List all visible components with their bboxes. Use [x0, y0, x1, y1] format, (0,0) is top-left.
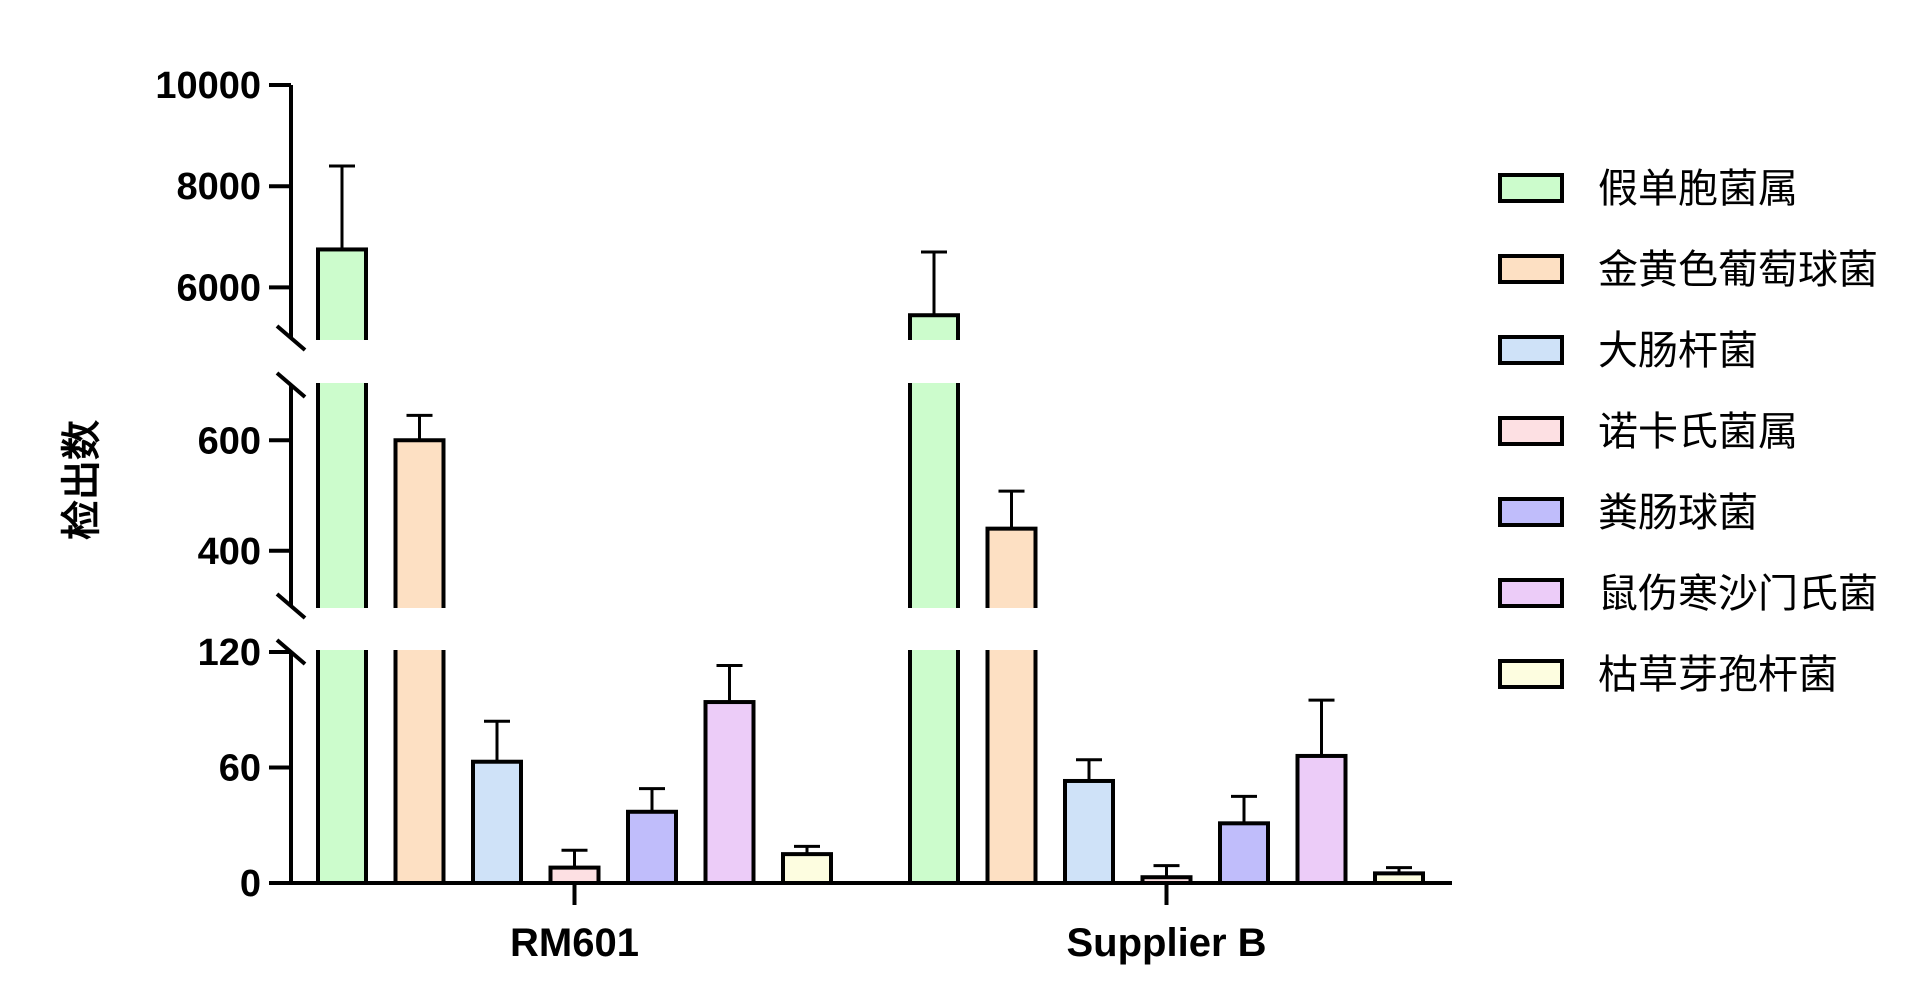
legend-label: 诺卡氏菌属: [1598, 410, 1798, 454]
bar: [548, 865, 601, 885]
legend-swatch: [1498, 416, 1564, 446]
y-tick-label: 120: [198, 632, 261, 674]
y-tick-label: 10000: [155, 65, 261, 107]
y-tick-label: 400: [198, 531, 261, 573]
y-tick-label: 6000: [176, 267, 261, 309]
x-axis: RM601 Supplier B: [289, 881, 1452, 965]
x-tick-label: RM601: [510, 921, 639, 965]
bar: [908, 313, 960, 886]
y-axis: 0 60 120 400 600 6000 8000 10000: [155, 65, 307, 905]
bar: [1218, 821, 1270, 886]
legend-label: 金黄色葡萄球菌: [1598, 248, 1878, 292]
y-axis-label: 检出数: [60, 420, 104, 540]
y-tick-label: 8000: [176, 166, 261, 208]
x-tick-label: Supplier B: [1066, 921, 1266, 965]
bar: [781, 852, 833, 885]
legend-label: 大肠杆菌: [1598, 329, 1758, 373]
legend-label: 枯草芽孢杆菌: [1598, 653, 1838, 697]
axis-break-gap: [240, 608, 1460, 650]
legend-swatch: [1498, 578, 1564, 608]
axis-break-mark: [275, 371, 307, 399]
bar: [1063, 778, 1115, 885]
bar: [703, 700, 756, 885]
axis-break-gap: [240, 340, 1460, 383]
bar: [393, 438, 446, 885]
bar: [626, 809, 678, 886]
legend-swatch: [1498, 659, 1564, 689]
bar: [471, 759, 523, 885]
axis-break-mark: [275, 324, 307, 352]
legend-swatch: [1498, 335, 1564, 365]
legend-swatch: [1498, 254, 1564, 284]
legend-label: 粪肠球菌: [1598, 491, 1758, 535]
y-tick-label: 600: [198, 420, 261, 462]
legend-label: 假单胞菌属: [1598, 167, 1798, 211]
legend-label: 鼠伤寒沙门氏菌: [1598, 572, 1878, 616]
bar: [1295, 753, 1348, 886]
bars-layer: [240, 164, 1460, 886]
y-tick-label: 60: [219, 748, 261, 790]
bar: [985, 526, 1038, 886]
y-tick-label: 0: [240, 863, 261, 905]
legend-swatch: [1498, 173, 1564, 203]
axis-break-mark: [275, 592, 307, 620]
legend-swatch: [1498, 497, 1564, 527]
